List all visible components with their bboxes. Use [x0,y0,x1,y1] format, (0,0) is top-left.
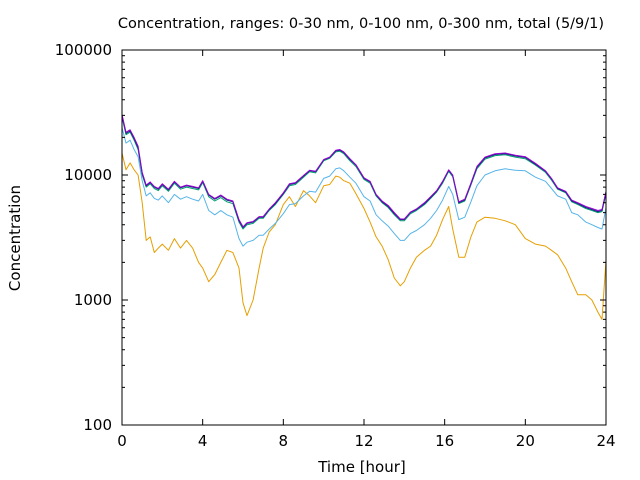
x-tick-label: 20 [516,432,535,450]
x-tick-label: 16 [435,432,454,450]
y-tick-label: 100000 [55,41,112,59]
y-axis-label: Concentration [6,185,24,291]
series-line-5 [121,114,607,228]
series-line-2 [121,127,607,247]
series-line-1 [121,152,607,320]
x-tick-label: 0 [117,432,127,450]
y-tick-label: 100 [83,416,112,434]
y-tick-label: 10000 [64,166,112,184]
plot-frame [121,49,607,426]
x-tick-label: 24 [596,432,615,450]
chart-title: Concentration, ranges: 0-30 nm, 0-100 nm… [118,16,604,32]
series-line-3 [121,117,607,230]
y-tick-label: 1000 [74,291,112,309]
x-axis-label: Time [hour] [317,458,406,476]
x-tick-label: 8 [279,432,289,450]
series-line-4 [121,115,607,228]
x-axis-ticks: 0 4 8 12 16 20 24 [117,50,616,450]
x-tick-label: 4 [198,432,208,450]
x-tick-label: 12 [354,432,373,450]
y-axis-ticks: 100 1000 10000 100000 [55,41,606,434]
plot-lines [121,114,607,320]
